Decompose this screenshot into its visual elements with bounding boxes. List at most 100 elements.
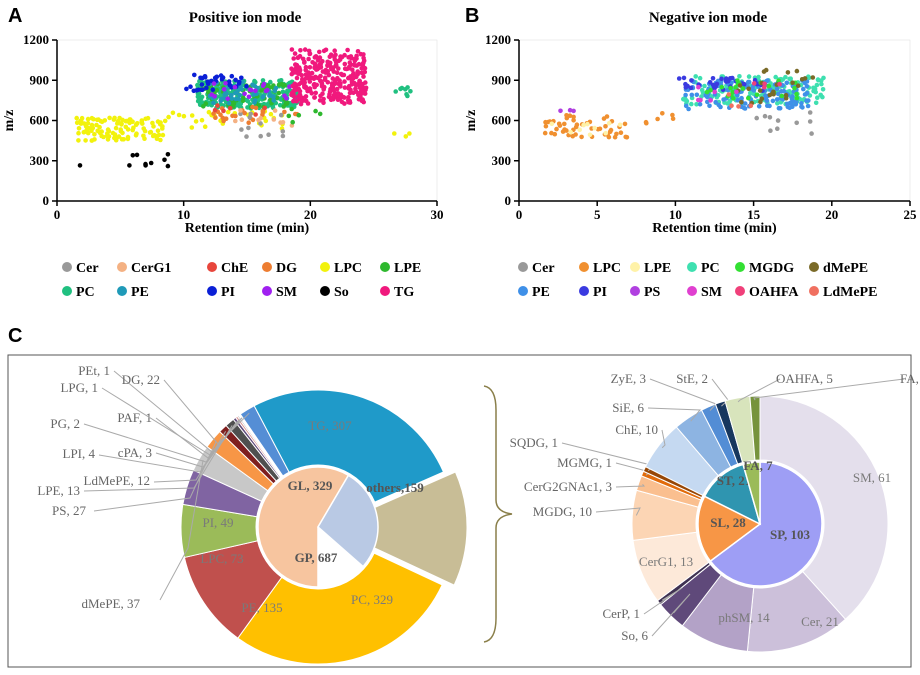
legend-marker — [62, 286, 72, 296]
legend-marker — [687, 262, 697, 272]
data-point — [573, 132, 578, 137]
data-point — [74, 115, 79, 121]
data-point — [227, 106, 233, 111]
data-point — [258, 121, 263, 126]
data-point — [818, 92, 823, 98]
slice-label: LPG, 1 — [60, 380, 98, 395]
data-point — [170, 110, 176, 116]
legend: Cer CerG1 ChE DG LPC LPE PC PE PI SM So TG — [62, 261, 421, 300]
data-point — [683, 85, 689, 90]
inner-slice-label: SP, 103 — [770, 527, 810, 542]
legend-label: Cer — [532, 261, 555, 276]
leader-line — [113, 370, 243, 453]
data-point — [231, 101, 237, 106]
slice-label: StE, 2 — [676, 371, 708, 386]
x-tick-label: 20 — [825, 207, 838, 222]
data-point — [248, 111, 253, 117]
leader-line — [753, 378, 905, 401]
inner-slice-gl — [317, 474, 379, 568]
data-point — [204, 85, 209, 91]
data-point — [325, 68, 330, 74]
slice-label: OAHFA, 5 — [776, 371, 833, 386]
data-point — [819, 81, 824, 87]
data-point — [762, 81, 767, 87]
data-point — [229, 96, 235, 101]
data-point — [292, 94, 297, 100]
data-point — [683, 103, 689, 109]
legend-label: PI — [221, 285, 235, 300]
data-point — [192, 72, 197, 78]
legend-label: dMePE — [823, 261, 868, 276]
data-point — [763, 96, 769, 101]
data-point — [348, 54, 354, 59]
data-point — [76, 138, 81, 143]
data-point — [166, 114, 171, 120]
legend-label: LPC — [334, 261, 362, 276]
data-point — [579, 134, 584, 140]
data-point — [757, 88, 763, 93]
data-point — [233, 118, 238, 124]
data-point — [355, 72, 361, 77]
data-point — [281, 83, 286, 88]
data-point — [361, 55, 366, 61]
legend-label: SM — [701, 285, 722, 300]
pie-right: SM, 61 Cer, 21 phSM, 14 So, 6 CerP, 1 CerG1, … — [510, 371, 920, 653]
slice-label: LdMePE, 12 — [84, 473, 150, 488]
data-point — [719, 76, 724, 82]
data-point — [83, 138, 88, 143]
data-point — [86, 125, 92, 131]
data-point — [360, 65, 366, 70]
legend-label: TG — [394, 285, 414, 300]
scatter-a-title: Positive ion mode — [189, 10, 302, 26]
data-point — [362, 69, 368, 75]
data-point — [310, 60, 315, 65]
legend-label: Cer — [76, 261, 99, 276]
data-point — [710, 76, 716, 81]
data-point — [263, 118, 269, 124]
data-point — [98, 119, 104, 124]
data-point — [714, 81, 720, 87]
data-point — [206, 109, 212, 115]
data-point — [571, 118, 576, 123]
data-point — [154, 136, 160, 141]
data-point — [293, 87, 299, 93]
x-tick-label: 10 — [177, 207, 190, 222]
data-point — [810, 75, 816, 80]
data-point — [302, 59, 307, 65]
data-point — [188, 84, 193, 89]
data-point — [794, 120, 799, 126]
data-point — [608, 127, 614, 133]
data-point — [246, 125, 251, 131]
data-point — [271, 94, 276, 100]
slice-label: ZyE, 3 — [611, 371, 646, 386]
data-point — [358, 94, 363, 99]
data-point — [236, 96, 242, 102]
data-point — [300, 77, 305, 82]
data-point — [773, 74, 778, 80]
legend-marker — [630, 262, 640, 272]
data-point — [756, 104, 762, 109]
data-point — [230, 113, 235, 119]
data-point — [670, 112, 675, 118]
data-point — [95, 128, 100, 134]
data-point — [331, 69, 337, 74]
data-point — [676, 76, 682, 81]
data-point — [799, 101, 804, 106]
data-point — [116, 134, 122, 139]
data-point — [742, 101, 748, 106]
point-cluster-lpc — [74, 115, 166, 143]
data-point — [214, 87, 220, 93]
data-point — [298, 101, 304, 107]
data-point — [297, 88, 303, 94]
data-point — [721, 97, 726, 102]
data-point — [710, 82, 716, 88]
data-point — [302, 47, 308, 52]
y-tick-label: 600 — [30, 113, 50, 128]
data-point — [233, 90, 238, 96]
slice-label: dMePE, 37 — [82, 596, 141, 611]
y-axis-label: m/z — [464, 110, 479, 132]
data-point — [209, 92, 214, 97]
data-point — [127, 163, 132, 168]
data-point — [258, 133, 264, 139]
data-point — [181, 113, 187, 119]
